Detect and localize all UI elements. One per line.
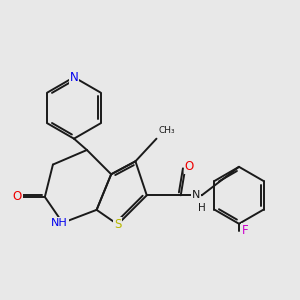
Text: H: H bbox=[198, 202, 206, 213]
Text: O: O bbox=[13, 190, 22, 203]
Text: NH: NH bbox=[51, 218, 68, 228]
Text: N: N bbox=[192, 190, 200, 200]
Text: F: F bbox=[242, 224, 248, 237]
Text: S: S bbox=[114, 218, 121, 231]
Text: CH₃: CH₃ bbox=[158, 126, 175, 135]
Text: O: O bbox=[185, 160, 194, 173]
Text: N: N bbox=[70, 71, 78, 84]
